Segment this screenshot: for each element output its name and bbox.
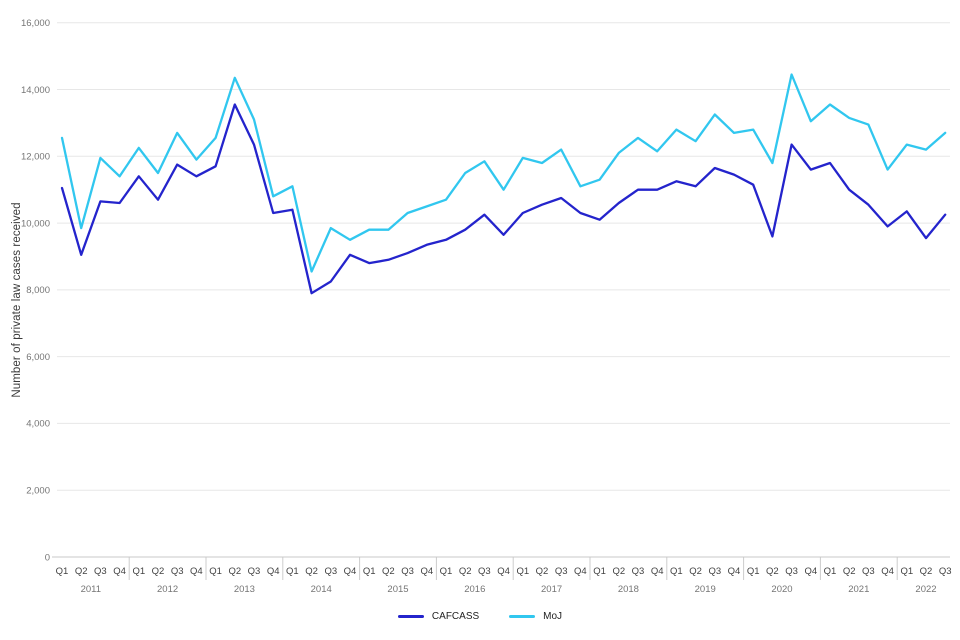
y-tick-label: 14,000 [21, 85, 50, 96]
x-tick-label-quarter: Q2 [75, 566, 88, 577]
x-tick-label-quarter: Q2 [766, 566, 779, 577]
x-tick-label-quarter: Q1 [56, 566, 69, 577]
x-tick-label-quarter: Q3 [171, 566, 184, 577]
x-tick-label-year: 2017 [541, 584, 562, 595]
x-tick-label-year: 2015 [387, 584, 408, 595]
x-tick-label-quarter: Q3 [555, 566, 568, 577]
y-tick-label: 4,000 [26, 419, 50, 430]
y-tick-label: 12,000 [21, 152, 50, 163]
x-tick-label-quarter: Q1 [516, 566, 529, 577]
x-tick-label-year: 2012 [157, 584, 178, 595]
x-tick-label-quarter: Q2 [152, 566, 165, 577]
x-tick-label-quarter: Q2 [228, 566, 241, 577]
series-line-cafcass [60, 103, 947, 295]
y-tick-label: 0 [45, 552, 50, 563]
x-tick-label-quarter: Q1 [209, 566, 222, 577]
x-tick-label-quarter: Q3 [708, 566, 721, 577]
legend-line-cafcass-icon [397, 615, 424, 618]
x-tick-label-year: 2021 [848, 584, 869, 595]
x-tick-label-quarter: Q2 [382, 566, 395, 577]
x-tick-label-year: 2022 [915, 584, 936, 595]
x-tick-label-year: 2013 [234, 584, 255, 595]
x-tick-label-quarter: Q3 [324, 566, 337, 577]
x-tick-label-quarter: Q1 [440, 566, 453, 577]
legend-line-moj-icon [509, 615, 536, 618]
x-tick-label-quarter: Q1 [132, 566, 145, 577]
x-tick-label-quarter: Q1 [286, 566, 299, 577]
x-tick-label-year: 2019 [695, 584, 716, 595]
x-tick-label-quarter: Q3 [785, 566, 798, 577]
x-tick-label-quarter: Q1 [900, 566, 913, 577]
y-tick-label: 8,000 [26, 285, 50, 296]
legend-label-moj: MoJ [543, 611, 563, 622]
x-tick-label-quarter: Q1 [363, 566, 376, 577]
x-tick-label-quarter: Q4 [267, 566, 280, 577]
x-tick-label-quarter: Q4 [881, 566, 894, 577]
x-tick-label-quarter: Q2 [612, 566, 625, 577]
x-tick-label-quarter: Q2 [305, 566, 318, 577]
x-tick-label-quarter: Q3 [401, 566, 414, 577]
legend-label-cafcass: CAFCASS [431, 611, 480, 622]
x-tick-label-year: 2020 [771, 584, 792, 595]
x-tick-label-quarter: Q3 [248, 566, 261, 577]
x-tick-label-year: 2014 [311, 584, 332, 595]
x-tick-label-quarter: Q3 [94, 566, 107, 577]
series-line-moj [60, 73, 947, 273]
x-tick-label-quarter: Q1 [747, 566, 760, 577]
x-tick-label-quarter: Q4 [113, 566, 126, 577]
x-tick-label-year: 2011 [81, 584, 101, 595]
x-tick-label-quarter: Q3 [632, 566, 645, 577]
x-tick-label-quarter: Q2 [843, 566, 856, 577]
y-tick-label: 6,000 [26, 352, 50, 363]
legend-item-cafcass[interactable]: CAFCASS [397, 611, 480, 622]
x-tick-label-quarter: Q4 [497, 566, 510, 577]
x-tick-label-quarter: Q4 [420, 566, 433, 577]
x-tick-label-quarter: Q1 [593, 566, 606, 577]
x-tick-label-quarter: Q2 [459, 566, 472, 577]
x-tick-label-quarter: Q4 [651, 566, 664, 577]
x-tick-label-quarter: Q4 [574, 566, 587, 577]
x-tick-label-quarter: Q3 [939, 566, 952, 577]
y-axis-title: Number of private law cases received [11, 202, 23, 398]
y-tick-label: 10,000 [21, 218, 50, 229]
legend-item-moj[interactable]: MoJ [509, 611, 562, 622]
y-tick-label: 2,000 [26, 486, 50, 497]
x-tick-label-quarter: Q4 [344, 566, 357, 577]
x-tick-label-quarter: Q1 [824, 566, 837, 577]
x-tick-label-year: 2018 [618, 584, 639, 595]
x-tick-label-quarter: Q2 [536, 566, 549, 577]
x-tick-label-quarter: Q4 [804, 566, 817, 577]
y-tick-label: 16,000 [21, 18, 50, 29]
x-tick-label-year: 2016 [464, 584, 485, 595]
x-tick-label-quarter: Q3 [478, 566, 491, 577]
legend: CAFCASS MoJ [0, 611, 960, 622]
x-tick-label-quarter: Q4 [728, 566, 741, 577]
x-tick-label-quarter: Q2 [689, 566, 702, 577]
x-tick-label-quarter: Q3 [862, 566, 875, 577]
x-tick-label-quarter: Q1 [670, 566, 683, 577]
x-tick-label-quarter: Q4 [190, 566, 203, 577]
x-tick-label-quarter: Q2 [920, 566, 933, 577]
